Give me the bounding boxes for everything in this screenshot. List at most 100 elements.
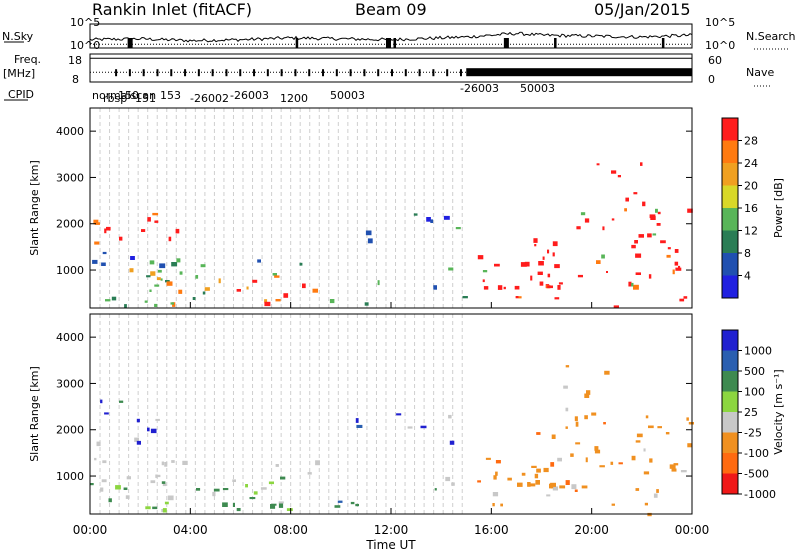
power-panel-cell xyxy=(364,302,369,306)
velocity-panel-cell xyxy=(610,461,614,465)
velocity-panel-cell xyxy=(551,486,554,489)
velocity-panel-cell xyxy=(563,385,568,389)
nave-tick-mark xyxy=(128,69,131,77)
velocity-panel-cell xyxy=(236,508,241,512)
velocity-panel-cell xyxy=(492,503,495,507)
velocity-colorbar-label: Velocity [m s⁻¹] xyxy=(772,369,785,454)
power-panel-cell xyxy=(175,228,180,234)
velocity-panel-cell xyxy=(493,475,497,480)
velocity-panel-ytick-label: 1000 xyxy=(56,470,84,483)
power-panel-cell xyxy=(667,247,671,250)
noise-gap-mark xyxy=(295,38,299,48)
power-colorbar-segment xyxy=(722,140,738,164)
velocity-panel-cell xyxy=(355,503,359,507)
velocity-panel-cell xyxy=(123,487,128,490)
velocity-panel-cell xyxy=(337,500,343,503)
power-panel-cell xyxy=(157,269,162,273)
velocity-colorbar-tick-label: 100 xyxy=(744,386,765,399)
velocity-panel-cell xyxy=(585,457,588,463)
power-panel-cell xyxy=(165,280,170,283)
velocity-colorbar-tick-label: -1000 xyxy=(744,488,776,501)
power-panel-cell xyxy=(666,254,671,258)
velocity-panel-cell xyxy=(611,503,615,506)
velocity-panel-cell xyxy=(559,485,566,489)
velocity-panel-cell xyxy=(102,460,107,464)
cpid-entry-label: -26003 xyxy=(230,89,269,102)
nave-dense-block xyxy=(466,68,692,77)
power-panel-cell xyxy=(539,281,544,286)
power-panel-cell xyxy=(257,259,261,263)
velocity-panel-cell xyxy=(653,493,658,498)
power-panel-cell xyxy=(497,285,503,290)
velocity-panel-cell xyxy=(565,426,568,429)
velocity-panel-cell xyxy=(420,425,427,429)
velocity-panel-cell xyxy=(145,506,151,510)
velocity-panel-cell xyxy=(315,460,320,466)
velocity-panel-cell xyxy=(521,472,526,476)
power-panel-cell xyxy=(433,285,437,290)
power-panel-cell xyxy=(283,293,289,298)
velocity-panel-cell xyxy=(152,506,158,510)
power-panel-cell xyxy=(515,296,519,299)
power-panel-cell xyxy=(462,296,468,299)
velocity-panel-cell xyxy=(115,485,121,490)
nave-tick-mark xyxy=(322,69,325,77)
power-colorbar-segment xyxy=(722,275,738,299)
velocity-panel-ylabel: Slant Range [km] xyxy=(28,366,41,462)
power-panel-cell xyxy=(687,208,693,213)
velocity-panel-ytick-label: 2000 xyxy=(56,424,84,437)
velocity-panel-cell xyxy=(534,473,539,479)
power-panel-cell xyxy=(606,271,608,273)
velocity-panel-cell xyxy=(161,481,166,484)
velocity-panel-cell xyxy=(232,479,236,482)
velocity-panel-cell xyxy=(531,465,537,468)
velocity-panel-cell xyxy=(448,414,452,419)
power-panel-cell xyxy=(413,213,418,216)
nave-tick-mark xyxy=(211,69,214,77)
power-panel-cell xyxy=(171,262,178,267)
velocity-panel-cell xyxy=(604,370,610,375)
velocity-panel-cell xyxy=(536,468,541,473)
velocity-panel-cell xyxy=(575,421,579,427)
velocity-panel-cell xyxy=(565,480,570,485)
power-panel-cell xyxy=(660,240,666,244)
power-panel-cell xyxy=(675,267,682,271)
power-panel-cell xyxy=(195,275,199,279)
power-panel-cell xyxy=(146,275,151,278)
power-panel-cell xyxy=(557,285,561,290)
power-panel-cell xyxy=(679,298,685,302)
velocity-panel-cell xyxy=(155,418,160,421)
velocity-panel-cell xyxy=(517,482,523,487)
velocity-colorbar-tick-label: -25 xyxy=(744,427,762,440)
velocity-panel-cell xyxy=(164,501,169,505)
noise-left-label: N.Sky xyxy=(2,30,34,43)
velocity-panel-cell xyxy=(155,474,158,478)
power-panel-cell xyxy=(178,289,183,294)
power-panel-cell xyxy=(628,281,632,287)
xtick-label: 16:00 xyxy=(474,523,509,537)
power-panel-cell xyxy=(542,256,545,260)
power-panel-ytick-label: 3000 xyxy=(56,171,84,184)
xtick-label: 08:00 xyxy=(273,523,308,537)
power-panel-cell xyxy=(558,282,563,285)
power-colorbar-tick-label: 12 xyxy=(744,225,758,238)
nave-tick-mark xyxy=(349,69,352,77)
velocity-panel-cell xyxy=(571,484,577,490)
nave-tick-mark xyxy=(446,69,449,77)
velocity-panel-cell xyxy=(636,433,643,438)
power-panel-cell xyxy=(674,261,679,266)
velocity-panel-cell xyxy=(434,488,437,491)
velocity-panel-cell xyxy=(164,462,168,467)
velocity-panel-cell xyxy=(451,482,455,486)
velocity-panel-cell xyxy=(196,488,201,491)
power-panel-cell xyxy=(448,267,454,271)
power-panel-cell xyxy=(482,270,488,273)
power-panel-cell xyxy=(554,264,560,269)
nave-tick-mark xyxy=(404,69,407,77)
power-panel-cell xyxy=(494,263,500,267)
power-panel-cell xyxy=(252,279,258,283)
velocity-colorbar-tick-label: -100 xyxy=(744,447,769,460)
velocity-panel-cell xyxy=(171,460,175,463)
power-panel-cell xyxy=(648,274,652,279)
cpid-entry-label: 50003 xyxy=(330,89,365,102)
